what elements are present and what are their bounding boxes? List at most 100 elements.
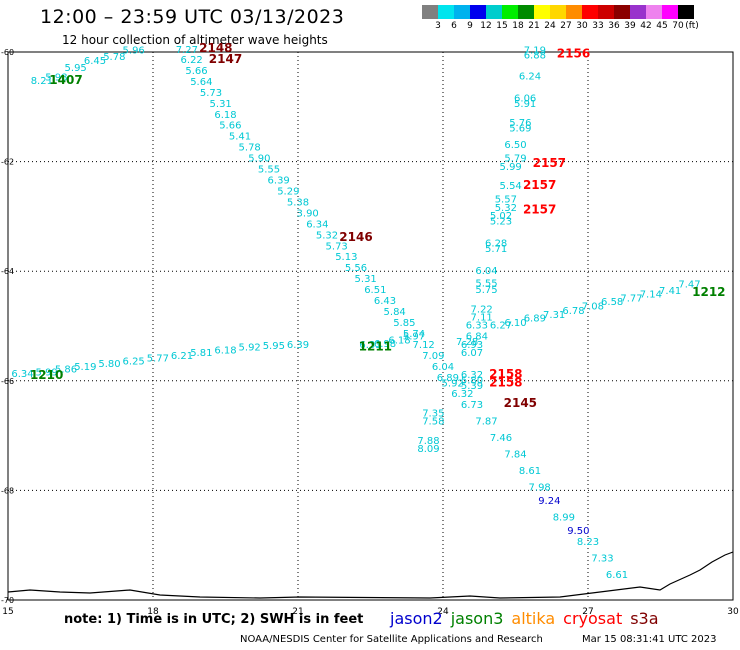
- legend-swatch: [502, 5, 518, 19]
- altimeter-tracks: 8.215.985.956.455.785.9614077.276.225.66…: [11, 41, 725, 581]
- track-2157: 2157: [533, 156, 566, 170]
- swh-value: 5.32: [495, 203, 517, 214]
- swh-value: 6.27: [490, 321, 512, 332]
- x-tick-label: 30: [727, 607, 739, 617]
- swh-value: 5.96: [123, 46, 145, 57]
- legend-label: 45: [656, 21, 668, 31]
- swh-value: 5.73: [326, 241, 348, 252]
- track-2156: 7.196.88 6.24 6.065.91 5.765.69 6.50 5.795.99…: [456, 46, 590, 392]
- track-2147: 7.276.225.665.645.735.316.185.665.415.78…: [176, 45, 628, 581]
- swh-value: 8.23: [577, 537, 599, 548]
- legend-swatch: [518, 5, 534, 19]
- track-2148: 2148: [199, 41, 232, 55]
- swh-value: 8.09: [417, 444, 439, 455]
- swh-value: 5.39: [461, 381, 483, 392]
- swh-value: 5.75: [475, 285, 497, 296]
- swh-value: 7.27: [176, 45, 198, 56]
- swh-value: 8.99: [553, 513, 575, 524]
- swh-value: 5.78: [103, 52, 125, 63]
- swh-value: 5.19: [74, 362, 96, 373]
- pass-label: 1211: [359, 340, 392, 354]
- legend-label: 21: [528, 21, 540, 31]
- swh-value: 6.50: [504, 140, 526, 151]
- mission-s3a: s3a: [630, 609, 659, 628]
- swh-value: 6.07: [461, 348, 483, 359]
- swh-value: 5.99: [36, 367, 58, 378]
- swh-value: 6.45: [84, 56, 106, 67]
- swh-value: 5.78: [239, 143, 261, 154]
- swh-value: 5.55: [258, 165, 280, 176]
- swh-value: 6.18: [214, 345, 236, 356]
- swh-value: 7.35: [422, 408, 444, 419]
- legend-swatch: [422, 5, 438, 19]
- y-tick-label: -64: [1, 267, 14, 276]
- swh-value: 5.79: [504, 154, 526, 165]
- swh-value: 7.12: [413, 340, 435, 351]
- map-title: 12:00 – 23:59 UTC 03/13/2023: [40, 6, 345, 28]
- legend-label: 3: [435, 21, 441, 31]
- legend-label: 39: [624, 21, 636, 31]
- swh-value: 7.14: [640, 290, 662, 301]
- legend-swatch: [598, 5, 614, 19]
- swh-value: 7.87: [475, 417, 497, 428]
- legend-swatch: [582, 5, 598, 19]
- pass-label: 2145: [504, 396, 537, 410]
- pass-label: 2156: [557, 46, 590, 60]
- swh-value: 3.90: [297, 208, 319, 219]
- legend-label: 36: [608, 21, 620, 31]
- swh-value: 6.34: [11, 369, 33, 380]
- pass-label: 2158: [489, 367, 522, 381]
- swh-value: 6.58: [601, 297, 623, 308]
- swh-value: 6.34: [306, 219, 328, 230]
- swh-value: 5.80: [461, 376, 483, 387]
- swh-value: 5.69: [509, 123, 531, 134]
- swh-value: 6.89: [437, 373, 459, 384]
- pass-label: 2157: [533, 156, 566, 170]
- mission-legend: jason2 jason3 altika cryosat s3a: [390, 609, 667, 628]
- swh-value: 6.88: [524, 51, 546, 62]
- swh-value: 6.73: [461, 400, 483, 411]
- y-tick-label: -60: [1, 48, 14, 57]
- swh-value: 5.91: [514, 99, 536, 110]
- credit-line: NOAA/NESDIS Center for Satellite Applica…: [240, 634, 543, 645]
- swh-value: 5.86: [55, 365, 77, 376]
- legend-label: 27: [560, 21, 572, 31]
- swh-value: 6.84: [466, 332, 488, 343]
- swh-value: 7.28: [456, 337, 478, 348]
- swh-value: 6.24: [519, 71, 541, 82]
- track-1211: 6.336.986.185.976.276.106.897.316.787.08…: [359, 280, 701, 354]
- swh-value: 7.19: [524, 46, 546, 57]
- legend-swatch: [438, 5, 454, 19]
- swh-value: 5.66: [185, 66, 207, 77]
- legend-label: 15: [496, 21, 508, 31]
- legend-swatch: [614, 5, 630, 19]
- track-1210: 6.34 5.995.865.19 5.80 6.25 5.77 6.215.81 6.18…: [11, 340, 309, 382]
- swh-value: 5.90: [248, 154, 270, 165]
- legend-label: 18: [512, 21, 524, 31]
- x-tick-label: 15: [2, 607, 13, 617]
- swh-value: 7.09: [422, 351, 444, 362]
- legend-label: 42: [640, 21, 652, 31]
- y-tick-label: -66: [1, 377, 14, 386]
- track-2146: 2146: [339, 230, 372, 244]
- legend-labels: 3 6 9 12 15 18 21 24 27 30 33 36 39 42 45 70 (ft): [422, 19, 740, 33]
- swh-value: 5.32: [316, 230, 338, 241]
- axis-ticks: 15 18 21 24 27 30 -60 -62 -64 -66 -68 -70: [1, 48, 739, 617]
- x-tick-label: 24: [437, 607, 449, 617]
- swh-value: 6.98: [374, 339, 396, 350]
- legend-swatch: [550, 5, 566, 19]
- swh-value: 5.29: [277, 186, 299, 197]
- legend-label: 33: [592, 21, 604, 31]
- swh-value: 7.33: [591, 554, 613, 565]
- swh-value: 5.31: [355, 274, 377, 285]
- swh-value: 5.64: [190, 77, 212, 88]
- pass-label: 1210: [30, 368, 63, 382]
- legend-label: 24: [544, 21, 556, 31]
- mission-altika: altika: [511, 609, 556, 628]
- swh-value: 5.66: [219, 121, 241, 132]
- legend-swatch: [662, 5, 678, 19]
- track-2158: 2158: [489, 367, 522, 381]
- swh-value: 7.58: [422, 417, 444, 428]
- legend-swatch: [534, 5, 550, 19]
